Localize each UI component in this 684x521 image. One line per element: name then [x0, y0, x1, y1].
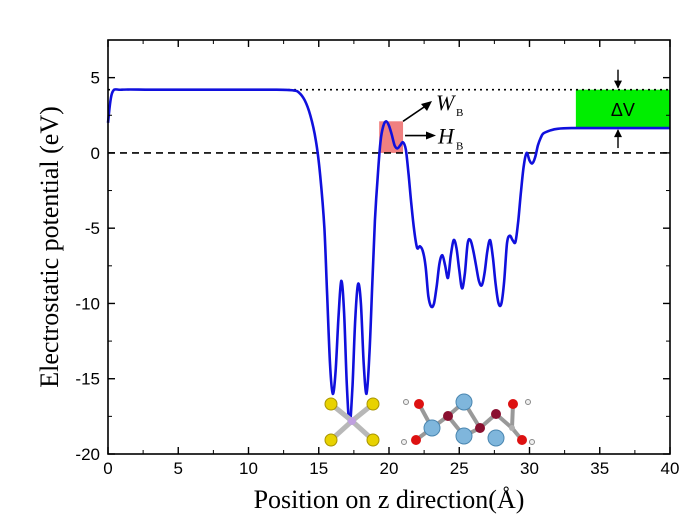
annotations: W BH BΔV — [402, 69, 635, 153]
hb-label-sub: B — [456, 141, 463, 153]
highlight-boxes — [379, 89, 670, 153]
x-tick-label: 10 — [239, 459, 258, 478]
x-tick-label: 5 — [174, 459, 183, 478]
potential-curve — [106, 88, 670, 426]
delta-v-box — [575, 89, 670, 129]
x-tick-label: 30 — [520, 459, 539, 478]
ga2o3-structure-illustration — [401, 393, 535, 447]
x-tick-label: 20 — [380, 459, 399, 478]
x-tick-label: 40 — [661, 459, 680, 478]
y-tick-label: -20 — [75, 445, 100, 464]
hb-arrow-head — [426, 131, 436, 140]
reference-lines — [108, 88, 670, 154]
delta-v-arrowhead-top — [614, 80, 622, 89]
x-tick-label: 15 — [309, 459, 328, 478]
x-axis-title: Position on z direction(Å) — [254, 485, 525, 514]
y-tick-label: 0 — [91, 144, 100, 163]
wb-arrow-head — [421, 101, 432, 111]
wb-label-sub: B — [456, 107, 463, 119]
axes — [107, 39, 671, 455]
y-axis-title: Electrostatic potential (eV) — [35, 106, 64, 388]
mos2-structure-illustration — [324, 397, 380, 447]
delta-v-arrowhead-bottom — [614, 129, 622, 138]
x-tick-label: 0 — [103, 459, 112, 478]
delta-v-label: ΔV — [611, 100, 635, 120]
hb-label: H — [437, 124, 455, 149]
y-tick-label: -15 — [75, 370, 100, 389]
x-tick-label: 35 — [590, 459, 609, 478]
potential-series-line — [106, 88, 670, 426]
wb-label: W — [436, 90, 456, 115]
tick-labels: 0 5 10 15 20 25 30 35 40 -20 -15 -10 -5 0 5 Position on… — [35, 69, 679, 514]
y-tick-label: -10 — [75, 294, 100, 313]
y-tick-label: 5 — [91, 69, 100, 88]
y-tick-label: -5 — [85, 219, 100, 238]
x-tick-label: 25 — [450, 459, 469, 478]
